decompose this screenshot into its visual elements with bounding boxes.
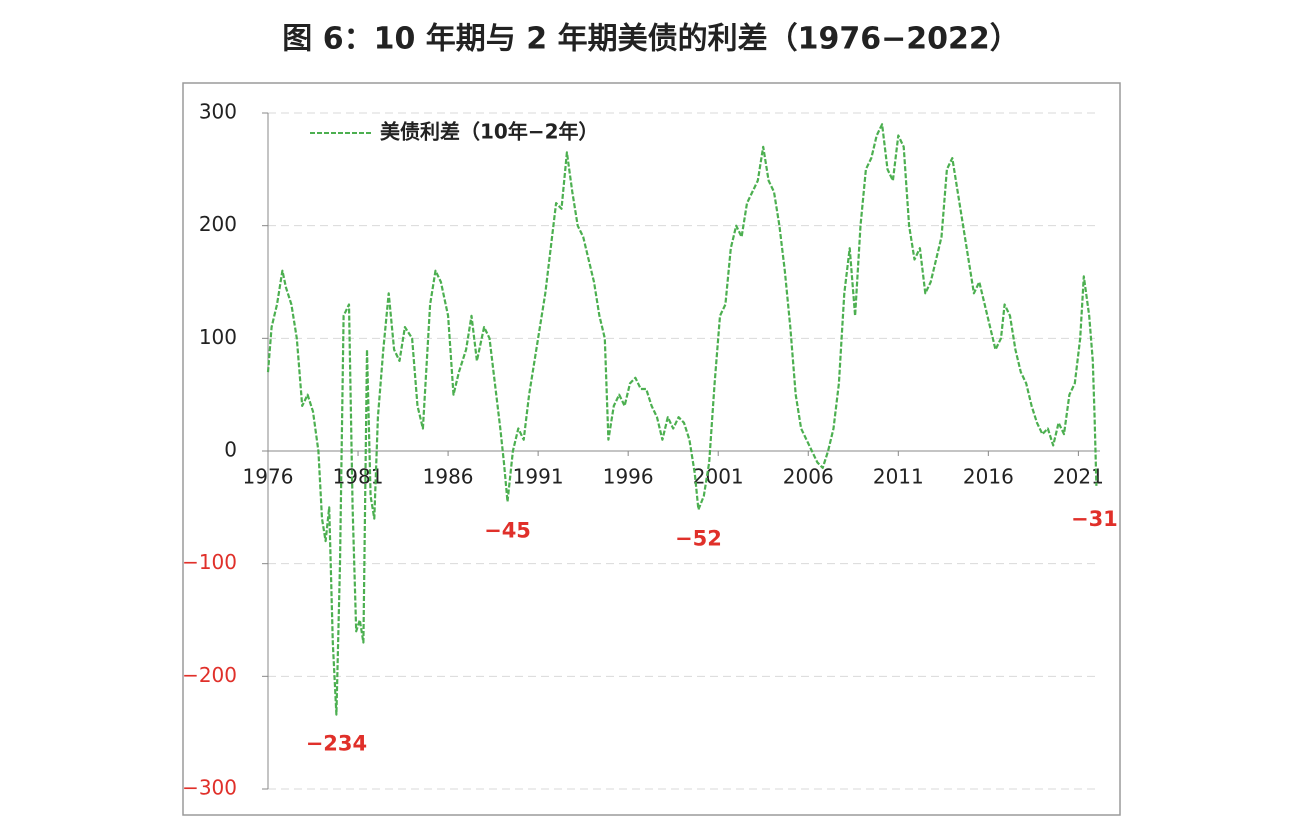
annotation: −45 xyxy=(484,519,531,543)
x-tick-label: 2006 xyxy=(783,465,834,489)
y-tick-label: −300 xyxy=(182,776,237,800)
x-tick-label: 2016 xyxy=(963,465,1014,489)
y-tick-label: 200 xyxy=(199,212,237,236)
y-tick-label: −100 xyxy=(182,550,237,574)
y-tick-label: 0 xyxy=(224,438,237,462)
chart-frame xyxy=(182,82,1121,816)
y-tick-label: 100 xyxy=(199,325,237,349)
data-line xyxy=(266,123,1098,716)
x-tick-label: 1996 xyxy=(603,465,654,489)
annotation: −31 xyxy=(1071,507,1118,531)
annotation: −234 xyxy=(306,732,367,756)
x-tick-label: 2011 xyxy=(873,465,924,489)
x-tick-label: 1991 xyxy=(513,465,564,489)
x-tick-label: 2001 xyxy=(693,465,744,489)
annotation: −52 xyxy=(675,527,722,551)
legend-label: 美债利差（10年−2年） xyxy=(380,120,599,144)
y-tick-label: −200 xyxy=(182,663,237,687)
y-tick-label: 300 xyxy=(199,100,237,124)
x-tick-label: 1986 xyxy=(423,465,474,489)
chart-title: 图 6：10 年期与 2 年期美债的利差（1976−2022） xyxy=(282,22,1019,57)
x-tick-label: 1976 xyxy=(243,465,294,489)
